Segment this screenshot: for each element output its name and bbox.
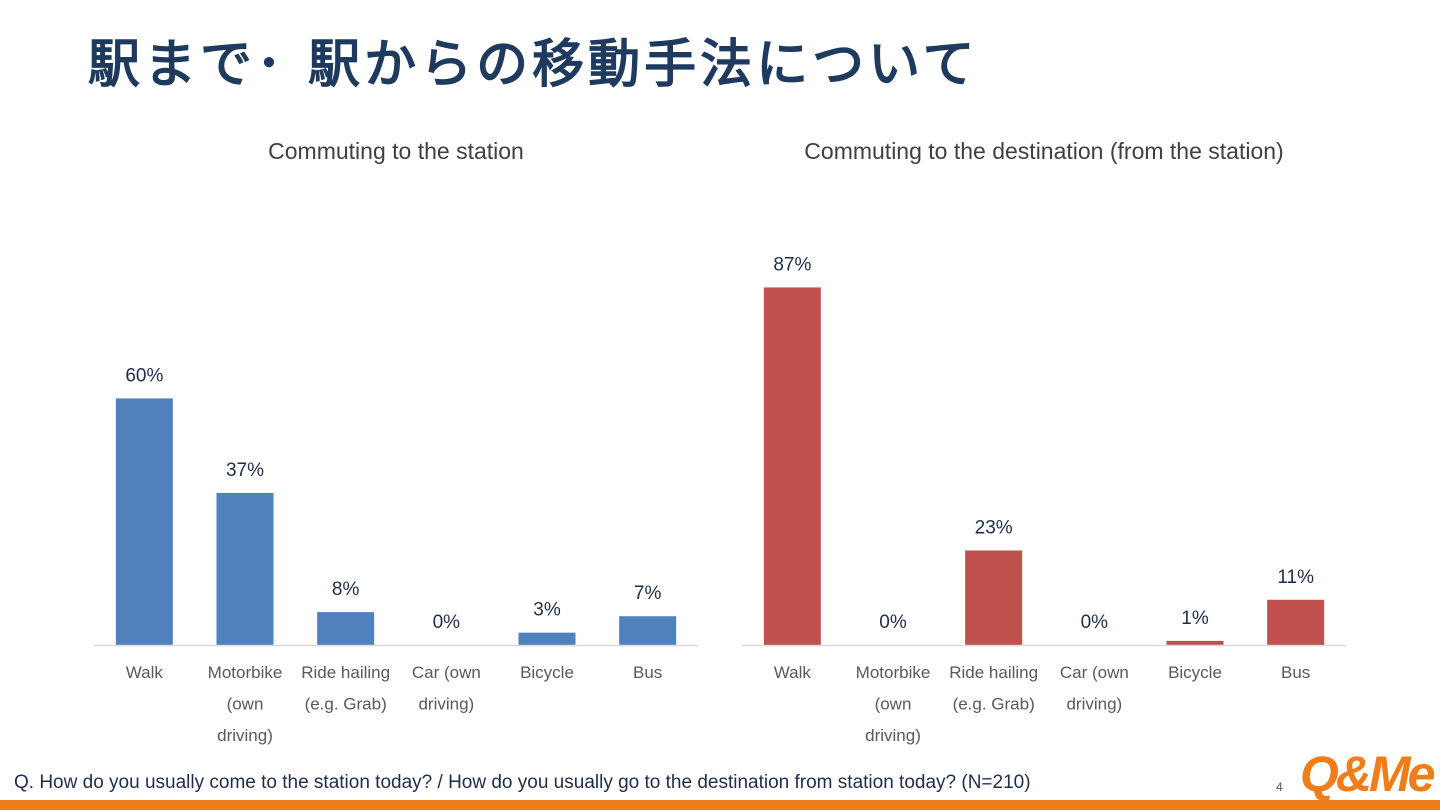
data-label: 0%	[433, 612, 461, 633]
category-label: driving)	[418, 695, 474, 714]
category-label: Ride hailing	[949, 663, 1038, 682]
category-label: Walk	[126, 663, 164, 682]
category-label: (e.g. Grab)	[953, 695, 1035, 714]
data-label: 1%	[1181, 608, 1209, 629]
category-label: (own	[227, 695, 264, 714]
chart-title: Commuting to the station	[268, 138, 524, 164]
category-label: Car (own	[1060, 663, 1129, 682]
logo-text: Q&Me	[1300, 746, 1435, 800]
category-label: Motorbike	[208, 663, 283, 682]
category-label: Bicycle	[1168, 663, 1222, 682]
bar	[619, 616, 677, 645]
bar	[317, 612, 375, 645]
bar	[1267, 599, 1325, 645]
bar	[763, 287, 821, 645]
data-label: 0%	[1081, 612, 1109, 633]
chart-title: Commuting to the destination (from the s…	[804, 138, 1283, 164]
category-label: driving)	[865, 726, 921, 745]
charts-area: Commuting to the station 60% Walk 37% Motorb…	[94, 138, 1346, 745]
category-label: (own	[875, 695, 912, 714]
page-number: 4	[1276, 780, 1283, 794]
qandme-logo: Q&Me	[1300, 746, 1438, 800]
data-label: 23%	[975, 517, 1013, 538]
slide-title: 駅まで･ 駅からの移動手法について	[88, 35, 979, 95]
category-label: Bicycle	[520, 663, 574, 682]
data-label: 60%	[125, 365, 163, 386]
data-label: 3%	[533, 600, 561, 621]
data-label: 37%	[226, 460, 264, 481]
category-label: Ride hailing	[301, 663, 390, 682]
category-label: Bus	[633, 663, 662, 682]
bar	[965, 550, 1023, 645]
category-label: driving)	[217, 726, 273, 745]
category-label: Bus	[1281, 663, 1310, 682]
data-label: 87%	[773, 254, 811, 275]
category-label: Walk	[774, 663, 812, 682]
data-label: 11%	[1277, 567, 1314, 588]
bar	[216, 492, 274, 645]
bar	[115, 398, 173, 645]
data-label: 7%	[634, 583, 662, 604]
category-label: driving)	[1066, 695, 1122, 714]
data-label: 0%	[879, 612, 907, 633]
category-label: Car (own	[412, 663, 481, 682]
bottom-accent-stripe	[0, 800, 1440, 810]
bar	[1166, 640, 1224, 645]
bar	[518, 632, 576, 645]
category-label: (e.g. Grab)	[305, 695, 387, 714]
data-label: 8%	[332, 579, 360, 600]
survey-question-footnote: Q. How do you usually come to the statio…	[14, 772, 1031, 793]
category-label: Motorbike	[856, 663, 931, 682]
